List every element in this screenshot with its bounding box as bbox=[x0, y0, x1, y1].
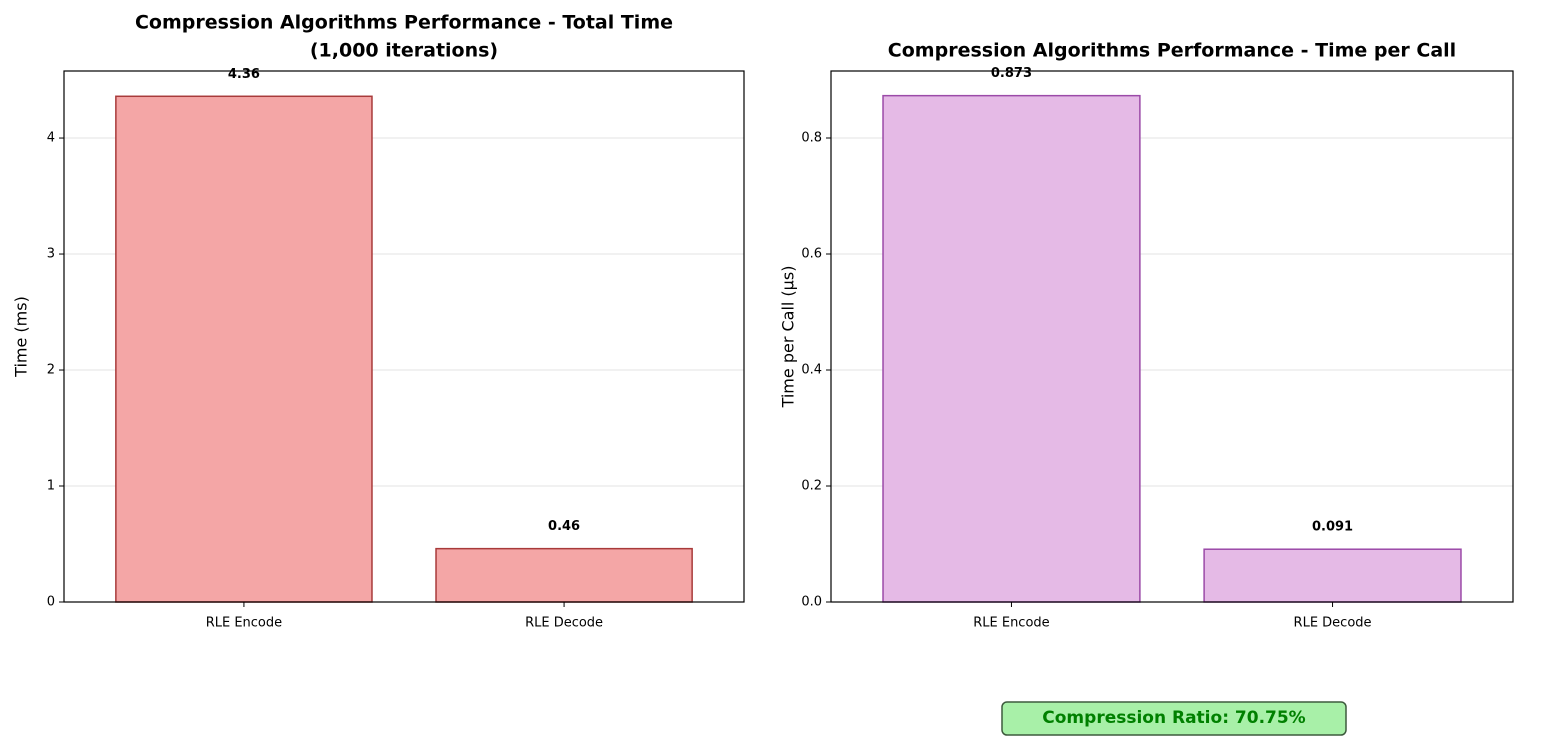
y-axis-label: Time (ms) bbox=[12, 296, 31, 378]
chart-title: (1,000 iterations) bbox=[310, 40, 498, 62]
y-tick-label: 0.2 bbox=[801, 478, 822, 493]
y-tick-label: 0.4 bbox=[801, 362, 822, 377]
annotation: Compression Ratio: 70.75% bbox=[1042, 708, 1305, 728]
bar bbox=[115, 95, 373, 603]
y-tick-label: 0.6 bbox=[801, 246, 822, 261]
axes-frame bbox=[63, 70, 745, 603]
value-label: 0.46 bbox=[548, 519, 580, 534]
x-tick-label: RLE Decode bbox=[1294, 616, 1372, 631]
bar bbox=[435, 547, 693, 603]
y-tick-label: 3 bbox=[47, 247, 55, 262]
annotation-box bbox=[1001, 701, 1347, 736]
x-tick-label: RLE Encode bbox=[206, 616, 282, 631]
y-tick-label: 0 bbox=[47, 595, 55, 610]
y-tick-label: 0.0 bbox=[801, 595, 822, 610]
y-tick-label: 2 bbox=[47, 363, 55, 378]
value-label: 0.873 bbox=[991, 66, 1032, 81]
bar bbox=[882, 94, 1141, 603]
y-tick-label: 4 bbox=[47, 131, 55, 146]
y-tick-label: 1 bbox=[47, 479, 55, 494]
value-label: 4.36 bbox=[228, 67, 260, 82]
chart-title: Compression Algorithms Performance - Tot… bbox=[135, 12, 673, 34]
chart-title: Compression Algorithms Performance - Tim… bbox=[888, 40, 1456, 62]
value-label: 0.091 bbox=[1312, 520, 1353, 535]
axes-frame bbox=[830, 70, 1514, 603]
y-axis-label: Time per Call (μs) bbox=[779, 266, 798, 409]
y-tick-label: 0.8 bbox=[801, 130, 822, 145]
x-tick-label: RLE Decode bbox=[525, 616, 603, 631]
bar bbox=[1203, 548, 1462, 603]
x-tick-label: RLE Encode bbox=[973, 616, 1049, 631]
